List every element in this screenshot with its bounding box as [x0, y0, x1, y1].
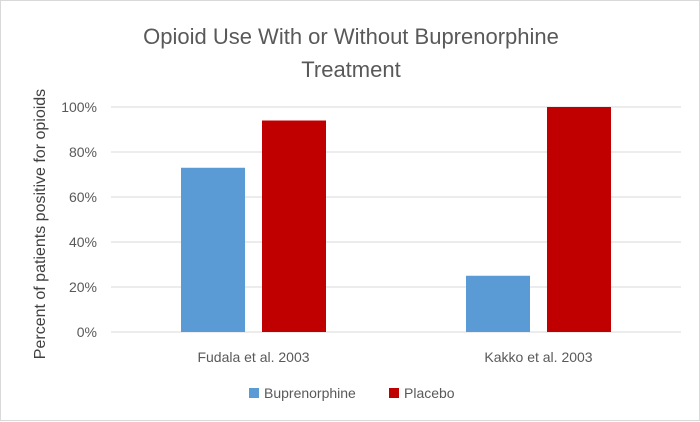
y-tick-label: 0%	[77, 324, 97, 340]
y-tick-label: 80%	[69, 144, 97, 160]
bar-buprenorphine-1	[181, 167, 245, 332]
bar-buprenorphine-2	[466, 275, 530, 332]
x-tick-label: Kakko et al. 2003	[484, 349, 592, 365]
y-tick-label: 20%	[69, 279, 97, 295]
legend-swatch	[389, 388, 399, 398]
bar-placebo-1	[262, 120, 326, 332]
chart-title-line-2: Treatment	[301, 57, 400, 82]
legend: Buprenorphine Placebo	[249, 385, 455, 401]
y-tick-label: 100%	[61, 99, 97, 115]
y-tick-label: 60%	[69, 189, 97, 205]
y-tick-label: 40%	[69, 234, 97, 250]
x-tick-labels: Fudala et al. 2003 Kakko et al. 2003	[197, 349, 592, 365]
x-tick-label: Fudala et al. 2003	[197, 349, 309, 365]
bars	[181, 107, 611, 332]
chart-title-line-1: Opioid Use With or Without Buprenorphine	[143, 24, 559, 49]
chart-title: Opioid Use With or Without Buprenorphine…	[143, 24, 559, 82]
y-tick-labels: 0% 20% 40% 60% 80% 100%	[61, 99, 97, 340]
legend-label: Buprenorphine	[264, 385, 356, 401]
bar-placebo-2	[547, 107, 611, 332]
y-axis-label: Percent of patients positive for opioids	[32, 89, 49, 359]
legend-swatch	[249, 388, 259, 398]
legend-label: Placebo	[404, 385, 455, 401]
